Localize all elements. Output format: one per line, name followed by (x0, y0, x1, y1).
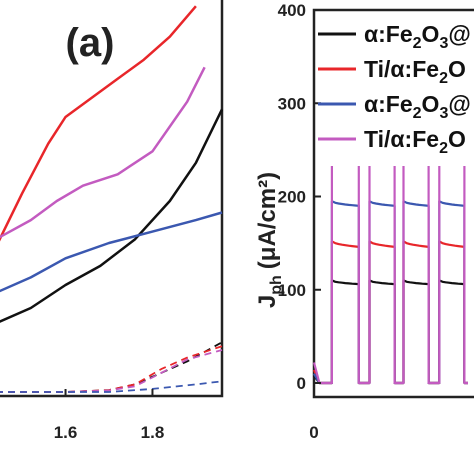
panel-a-series-4 (0, 341, 223, 393)
panel-label: (a) (66, 21, 115, 65)
panel-a-series-7 (0, 380, 223, 393)
panel-b: 0 100 200 300 400 0 Jph (μA/cm²) α:Fe2O3@ Ti/α:… (254, 1, 474, 442)
panel-b-series-0 (313, 279, 468, 385)
panel-b-series (312, 143, 468, 385)
panel-b-axes-frame (312, 8, 474, 399)
panel-a-series-5 (0, 345, 223, 393)
panel-a-series-1 (0, 5, 197, 242)
legend-entry: Ti/α:Fe2O (364, 56, 466, 87)
panel-b-series-2 (313, 200, 468, 385)
panel-a-x-ticks: 1.6 1.8 (54, 389, 165, 442)
x-tick-label: 1.6 (54, 423, 78, 442)
x-tick-label: 0 (309, 423, 318, 442)
panel-a-axes-frame (0, 0, 224, 398)
legend-entry: α:Fe2O3@ (364, 21, 471, 52)
y-tick-label: 100 (278, 281, 306, 300)
panel-b-series-3 (312, 143, 468, 385)
legend-background (325, 16, 474, 166)
panel-a-series-3 (0, 66, 206, 239)
panel-b-series-1 (312, 240, 468, 385)
panel-a-series (0, 5, 224, 393)
legend-entry: Ti/α:Fe2O (364, 126, 466, 157)
y-axis-label-unit: (μA/cm²) (254, 172, 281, 269)
legend-entry: α:Fe2O3@ (364, 91, 471, 122)
y-axis-label: Jph (μA/cm²) (254, 172, 285, 308)
y-tick-label: 400 (278, 1, 306, 20)
panel-a-series-6 (0, 349, 223, 393)
legend: α:Fe2O3@ Ti/α:Fe2O α:Fe2O3@ Ti/α:Fe2O (318, 16, 474, 166)
y-tick-label: 200 (278, 188, 306, 207)
y-axis-label-sub: ph (268, 275, 285, 295)
panel-a-series-0 (0, 108, 224, 323)
panel-a-series-2 (0, 211, 223, 293)
panel-b-ticks: 0 100 200 300 400 0 (278, 1, 321, 442)
y-tick-label: 300 (278, 94, 306, 113)
x-tick-label: 1.8 (141, 423, 165, 442)
y-axis-label-main: J (254, 295, 281, 308)
panel-a: 1.6 1.8 (a) (0, 0, 224, 442)
y-tick-label: 0 (297, 374, 306, 393)
